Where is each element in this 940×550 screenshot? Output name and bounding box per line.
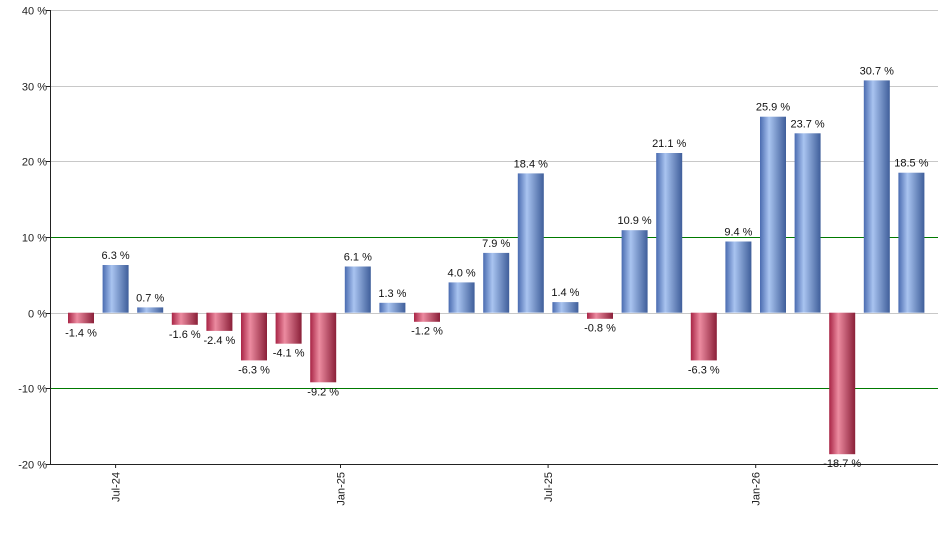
data-label: 1.4 % [551, 287, 579, 299]
bar [102, 265, 129, 313]
data-label: 25.9 % [756, 102, 790, 114]
bar [241, 312, 267, 361]
y-tick-label: 0 % [28, 309, 47, 321]
data-label: -6.3 % [688, 364, 720, 376]
bar [829, 312, 856, 455]
data-label: 10.9 % [617, 215, 651, 227]
bar [379, 302, 406, 313]
data-label: 18.4 % [514, 158, 548, 170]
bar [794, 133, 821, 313]
bar [310, 312, 337, 383]
data-label: 4.0 % [448, 267, 476, 279]
bar [587, 312, 613, 319]
x-tick-label: Jul-24 [111, 472, 123, 502]
axis-layer: -20 % -10 % 0 % 10 % 20 % 30 % 40 % Jul-24 Jan-2… [18, 6, 938, 506]
data-label: -1.6 % [169, 329, 201, 341]
data-label: 21.1 % [652, 138, 686, 150]
data-label: -1.4 % [65, 327, 97, 339]
y-tick-label: 30 % [22, 82, 47, 94]
data-label: -6.3 % [238, 364, 270, 376]
bar [414, 312, 440, 322]
data-label: -4.1 % [273, 348, 305, 360]
y-tick-label: 10 % [22, 233, 47, 245]
bar [517, 173, 544, 313]
data-label: 6.1 % [344, 252, 372, 264]
data-label: 0.7 % [136, 292, 164, 304]
x-tick-label: Jul-25 [543, 472, 555, 502]
labels-layer: -1.4 %6.3 %0.7 %-1.6 % -2.4 %-6.3 %-4.1 %… [65, 65, 929, 470]
bars-layer [68, 80, 925, 455]
data-label: 1.3 % [378, 288, 406, 300]
data-label: 9.4 % [724, 227, 752, 239]
bar [725, 241, 752, 313]
bar [656, 153, 683, 313]
y-tick-label: -20 % [18, 460, 47, 472]
bar [483, 252, 510, 313]
bar [344, 266, 371, 313]
grid-layer [50, 10, 938, 465]
data-label: 7.9 % [482, 238, 510, 250]
y-tick-label: -10 % [18, 384, 47, 396]
data-label: -18.7 % [823, 458, 861, 470]
data-label: 23.7 % [790, 118, 824, 130]
bar [898, 172, 925, 313]
bar [68, 312, 94, 324]
bar [206, 312, 233, 331]
data-label: -9.2 % [307, 386, 339, 398]
bar [171, 312, 198, 325]
y-tick-label: 40 % [22, 6, 47, 18]
bar [552, 302, 579, 313]
x-tick-label: Jan-25 [336, 472, 348, 506]
data-label: -2.4 % [204, 335, 236, 347]
data-label: 18.5 % [894, 158, 928, 170]
data-label: 30.7 % [860, 65, 894, 77]
y-tick-label: 20 % [22, 157, 47, 169]
bar [137, 307, 164, 313]
data-label: -0.8 % [584, 323, 616, 335]
data-label: 6.3 % [102, 250, 130, 262]
bar [863, 80, 890, 313]
bar [690, 312, 717, 361]
data-label: -1.2 % [411, 326, 443, 338]
bar [621, 230, 648, 313]
bar [448, 282, 475, 313]
x-tick-label: Jan-26 [751, 472, 763, 506]
bar [275, 312, 302, 344]
bar [760, 116, 786, 313]
